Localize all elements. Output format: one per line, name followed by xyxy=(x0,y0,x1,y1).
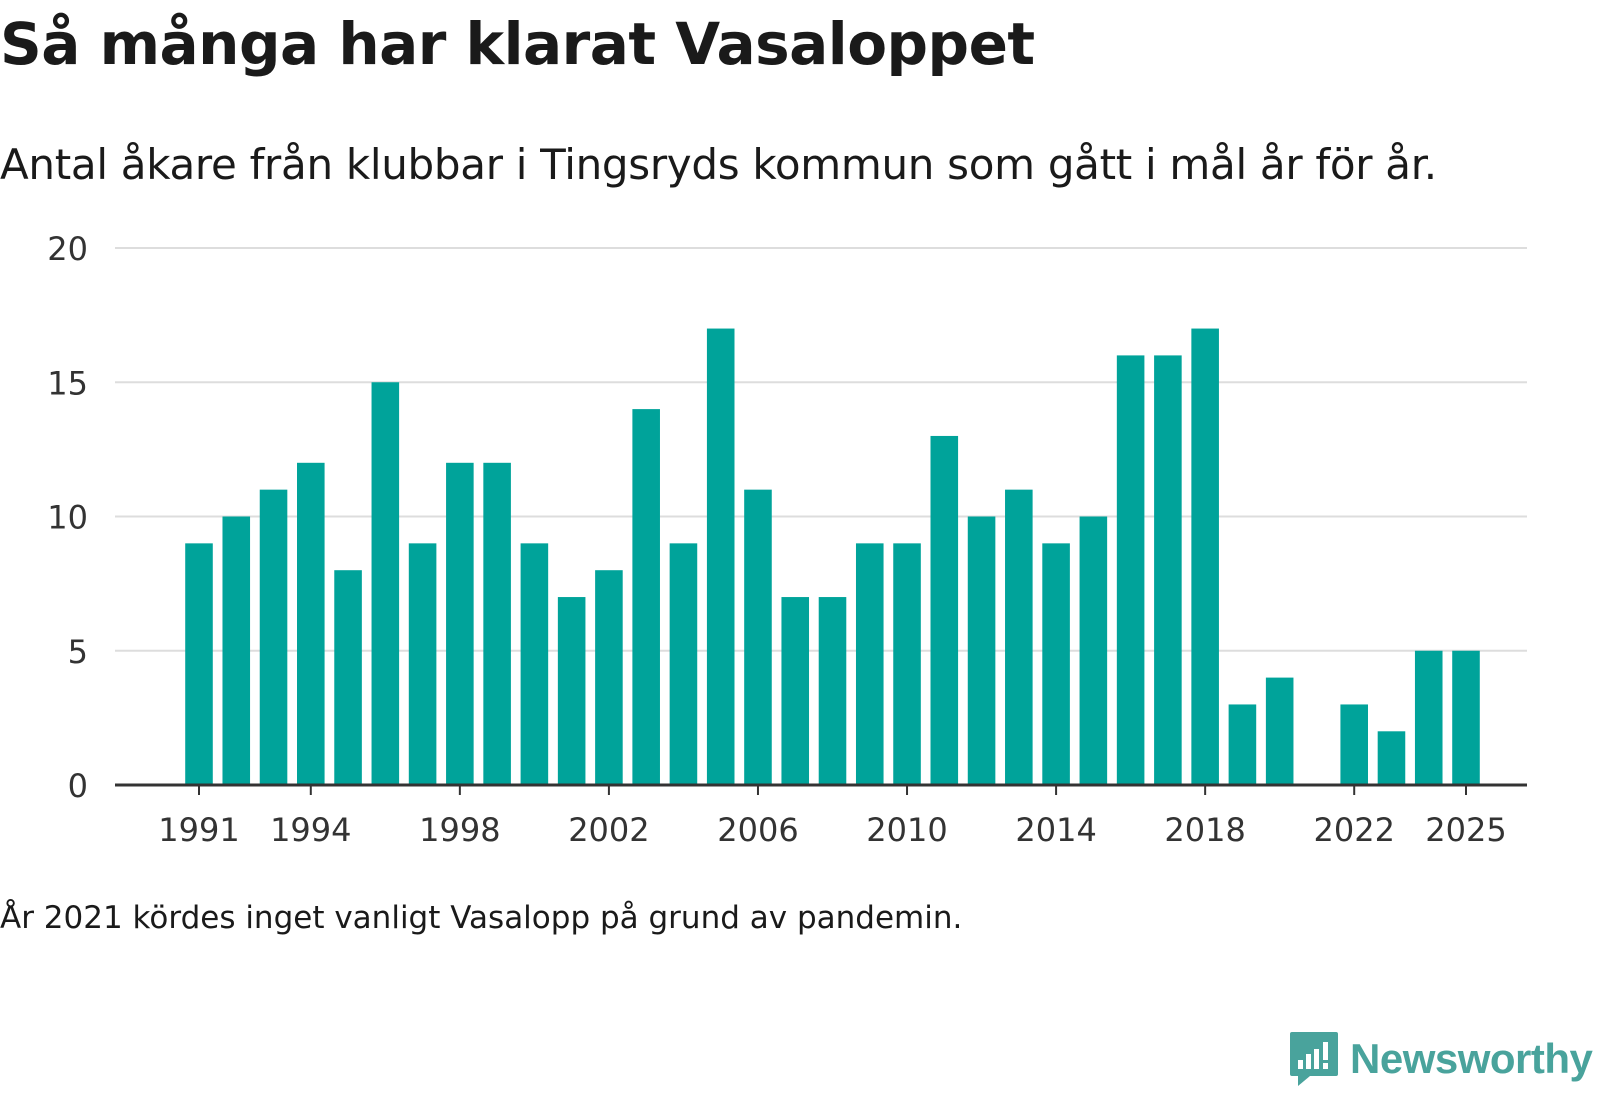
bar-2023 xyxy=(1377,731,1406,785)
x-tick-label-2010: 2010 xyxy=(866,811,947,849)
x-tick-label-2006: 2006 xyxy=(717,811,798,849)
x-tick-label-1991: 1991 xyxy=(158,811,239,849)
x-tick-label-1998: 1998 xyxy=(419,811,500,849)
bar-2022 xyxy=(1340,704,1368,785)
bar-1995 xyxy=(334,570,362,785)
bar-2011 xyxy=(930,435,959,785)
bar-2016 xyxy=(1116,355,1145,785)
x-tick-label-2025: 2025 xyxy=(1425,811,1506,849)
bar-2020 xyxy=(1265,677,1294,785)
bar-2013 xyxy=(1005,489,1033,785)
bar-2004 xyxy=(669,543,698,785)
bar-2025 xyxy=(1452,650,1480,785)
bar-1991 xyxy=(185,543,213,785)
chart-title: Så många har klarat Vasaloppet xyxy=(0,10,1035,78)
x-tick-label-2022: 2022 xyxy=(1313,811,1394,849)
x-tick-label-2002: 2002 xyxy=(568,811,649,849)
y-tick-label-15: 15 xyxy=(47,364,88,402)
bar-1994 xyxy=(297,462,325,785)
bar-2008 xyxy=(818,597,847,785)
x-tick-label-1994: 1994 xyxy=(270,811,351,849)
footnote: År 2021 kördes inget vanligt Vasalopp på… xyxy=(0,900,963,936)
bar-2017 xyxy=(1154,355,1182,785)
bar-1993 xyxy=(259,489,288,785)
grid-lines xyxy=(115,247,1527,652)
bar-2005 xyxy=(706,328,735,785)
bar-1992 xyxy=(222,516,251,785)
x-tick-label-2014: 2014 xyxy=(1015,811,1096,849)
bar-2019 xyxy=(1228,704,1257,785)
bar-1998 xyxy=(446,462,474,785)
bar-2002 xyxy=(595,570,623,785)
y-tick-label-10: 10 xyxy=(47,499,88,537)
y-tick-label-0: 0 xyxy=(68,767,88,805)
y-axis: 0 5 10 15 20 xyxy=(47,230,88,805)
bar-1999 xyxy=(483,462,511,785)
brand-name: Newsworthy xyxy=(1350,1035,1593,1082)
bar-2014 xyxy=(1042,543,1070,785)
bar-2012 xyxy=(967,516,996,785)
brand-logo: Newsworthy xyxy=(1288,1030,1593,1088)
bar-2009 xyxy=(855,543,884,785)
bar-1996 xyxy=(371,382,400,785)
bar-1997 xyxy=(408,543,437,785)
bar-2010 xyxy=(893,543,921,785)
bar-2000 xyxy=(520,543,549,785)
bar-series xyxy=(185,328,1480,785)
x-tick-label-2018: 2018 xyxy=(1164,811,1245,849)
bar-2003 xyxy=(632,409,660,785)
x-axis: 1991 1994 1998 2002 2006 2010 2014 2018 2022 2025 xyxy=(115,783,1527,849)
bar-2001 xyxy=(557,597,586,785)
bar-2006 xyxy=(744,489,772,785)
chart-subtitle: Antal åkare från klubbar i Tingsryds kom… xyxy=(0,140,1437,189)
bar-2015 xyxy=(1079,516,1108,785)
bar-2018 xyxy=(1191,328,1219,785)
bar-chart: 0 5 10 15 20 1991 1994 1998 2002 2006 2010 2014 201… xyxy=(47,230,1527,849)
newsworthy-logo-icon xyxy=(1290,1032,1338,1086)
y-tick-label-20: 20 xyxy=(47,230,88,268)
y-tick-label-5: 5 xyxy=(68,633,88,671)
bar-2007 xyxy=(781,597,810,785)
bar-2024 xyxy=(1414,650,1443,785)
